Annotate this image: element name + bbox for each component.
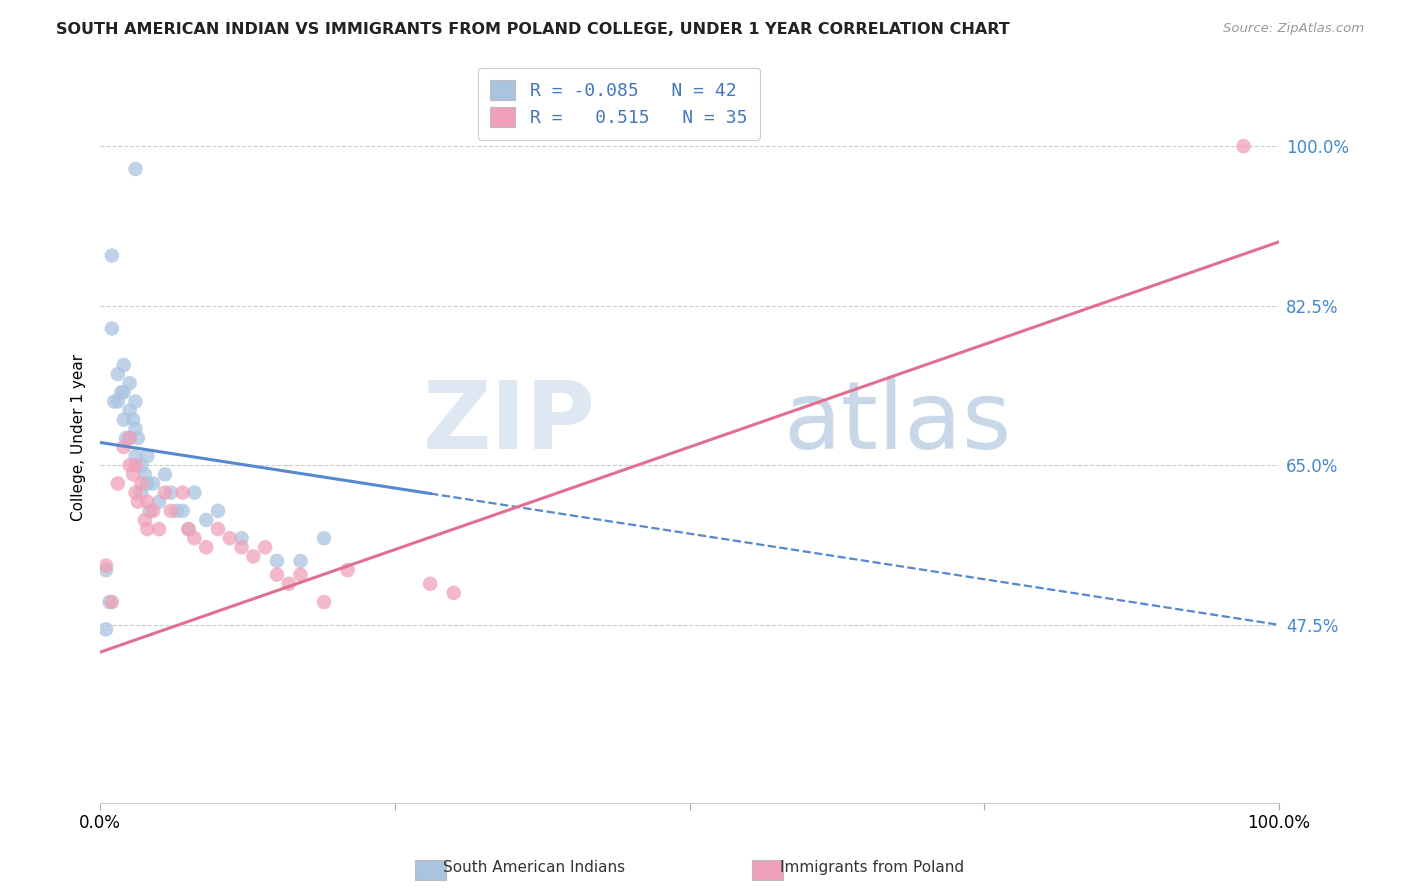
Point xyxy=(336,563,359,577)
Point xyxy=(94,563,117,577)
Point xyxy=(177,522,200,536)
Point xyxy=(131,476,153,491)
Point xyxy=(112,412,135,426)
Text: ZIP: ZIP xyxy=(422,377,595,469)
Point xyxy=(148,494,170,508)
Point xyxy=(124,422,146,436)
Point xyxy=(107,476,129,491)
Point xyxy=(127,431,149,445)
Point xyxy=(124,449,146,463)
Point xyxy=(112,385,135,400)
Point xyxy=(231,531,253,545)
Point xyxy=(134,467,156,482)
Point xyxy=(110,385,132,400)
Point xyxy=(266,554,288,568)
Point xyxy=(314,595,336,609)
Point xyxy=(101,321,124,335)
Point xyxy=(118,458,141,473)
Point xyxy=(443,586,465,600)
Point xyxy=(277,576,299,591)
Point xyxy=(131,485,153,500)
Point xyxy=(118,403,141,417)
Point xyxy=(138,504,160,518)
Point xyxy=(314,531,336,545)
Point xyxy=(127,494,149,508)
Point xyxy=(118,376,141,391)
Point xyxy=(124,161,146,176)
Point xyxy=(160,485,183,500)
Point xyxy=(254,541,277,555)
Point xyxy=(112,440,135,454)
Point xyxy=(419,576,441,591)
Point xyxy=(218,531,240,545)
Y-axis label: College, Under 1 year: College, Under 1 year xyxy=(72,354,86,522)
Point xyxy=(101,249,124,263)
Point xyxy=(142,476,165,491)
Point xyxy=(231,541,253,555)
Point xyxy=(136,476,159,491)
Text: South American Indians: South American Indians xyxy=(443,861,626,875)
Text: atlas: atlas xyxy=(783,377,1012,469)
Point xyxy=(166,504,188,518)
Point xyxy=(183,485,205,500)
Point xyxy=(148,522,170,536)
Point xyxy=(124,394,146,409)
Point xyxy=(136,494,159,508)
Point xyxy=(98,595,121,609)
Point xyxy=(207,522,229,536)
Point xyxy=(101,595,124,609)
Point xyxy=(153,485,176,500)
Point xyxy=(94,558,117,573)
Point xyxy=(122,467,145,482)
Point xyxy=(107,394,129,409)
Point xyxy=(195,513,218,527)
Point xyxy=(172,485,194,500)
Point xyxy=(160,504,183,518)
Point xyxy=(195,541,218,555)
Point xyxy=(94,623,117,637)
Point xyxy=(115,431,138,445)
Text: SOUTH AMERICAN INDIAN VS IMMIGRANTS FROM POLAND COLLEGE, UNDER 1 YEAR CORRELATIO: SOUTH AMERICAN INDIAN VS IMMIGRANTS FROM… xyxy=(56,22,1010,37)
Point xyxy=(172,504,194,518)
Point xyxy=(183,531,205,545)
Point xyxy=(142,504,165,518)
Point xyxy=(290,554,312,568)
Point xyxy=(266,567,288,582)
Point xyxy=(124,458,146,473)
Point xyxy=(107,367,129,381)
Point xyxy=(177,522,200,536)
Point xyxy=(118,431,141,445)
Point xyxy=(131,458,153,473)
Point xyxy=(207,504,229,518)
Point xyxy=(242,549,264,564)
Point xyxy=(134,513,156,527)
Point xyxy=(136,522,159,536)
Point xyxy=(153,467,176,482)
Point xyxy=(112,358,135,372)
Text: Immigrants from Poland: Immigrants from Poland xyxy=(780,861,963,875)
Point xyxy=(118,431,141,445)
Point xyxy=(103,394,125,409)
Point xyxy=(124,485,146,500)
Legend: R = -0.085   N = 42, R =   0.515   N = 35: R = -0.085 N = 42, R = 0.515 N = 35 xyxy=(478,68,761,140)
Point xyxy=(122,412,145,426)
Point xyxy=(290,567,312,582)
Text: Source: ZipAtlas.com: Source: ZipAtlas.com xyxy=(1223,22,1364,36)
Point xyxy=(136,449,159,463)
Point xyxy=(1232,139,1254,153)
